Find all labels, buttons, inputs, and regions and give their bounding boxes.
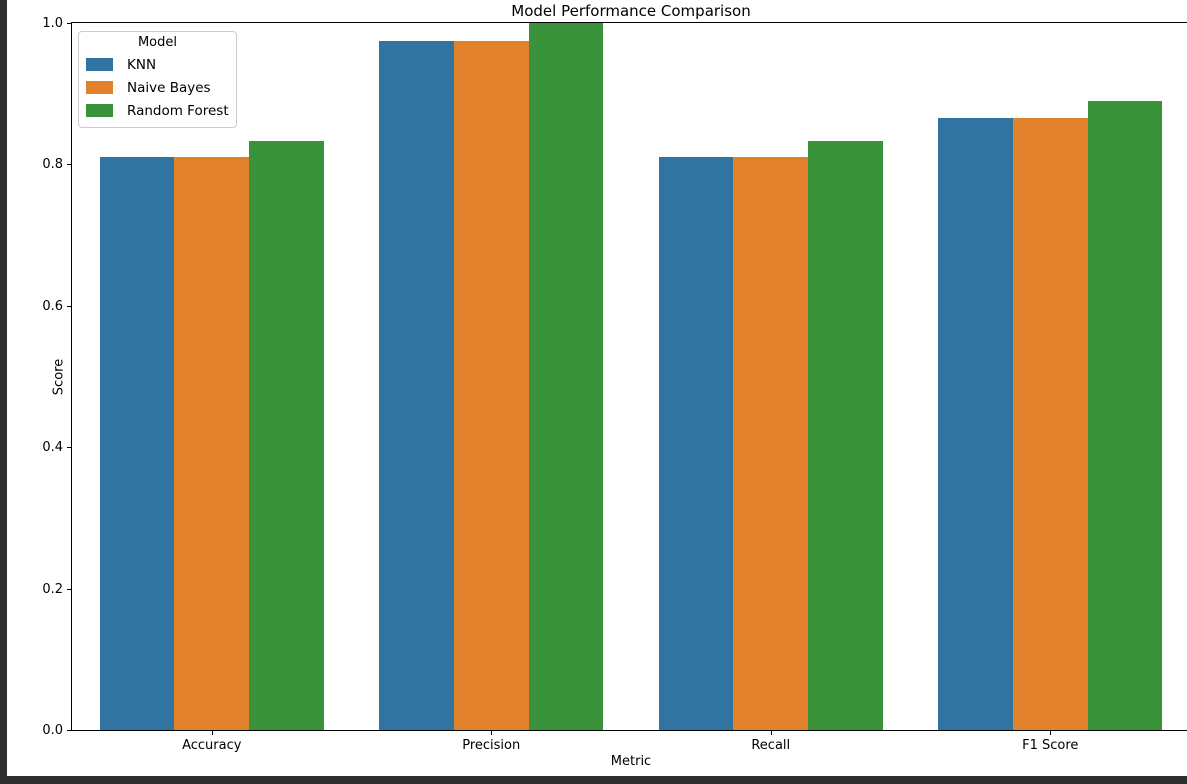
legend-label: KNN xyxy=(127,56,157,73)
y-axis-label: Score xyxy=(51,358,67,396)
bar-knn-recall xyxy=(658,157,734,730)
bar-knn-f1-score xyxy=(938,118,1013,730)
x-tick-mark xyxy=(211,731,213,735)
chart-title: Model Performance Comparison xyxy=(511,2,751,20)
bar-knn-accuracy xyxy=(99,157,175,730)
x-tick-label-f1-score: F1 Score xyxy=(1022,738,1079,753)
legend-entry-knn: KNN xyxy=(79,53,236,76)
legend-label: Naive Bayes xyxy=(127,79,211,96)
bar-naive-bayes-recall xyxy=(733,157,808,730)
x-tick-label-precision: Precision xyxy=(462,738,521,753)
y-tick-label: 1.0 xyxy=(42,16,63,31)
legend-label: Random Forest xyxy=(127,102,229,119)
legend-title: Model xyxy=(137,35,178,50)
y-tick-mark xyxy=(67,305,71,307)
bar-random-forest-precision xyxy=(528,23,604,730)
plot-area: Model KNN Naive Bayes Random Forest xyxy=(71,22,1187,731)
x-axis-label: Metric xyxy=(610,754,652,769)
legend-entry-naive-bayes: Naive Bayes xyxy=(79,76,236,99)
legend-swatch-icon xyxy=(86,58,113,71)
x-tick-label-recall: Recall xyxy=(751,738,791,753)
y-tick-label: 0.4 xyxy=(42,440,63,456)
y-tick-mark xyxy=(67,447,71,449)
x-tick-mark xyxy=(1050,731,1052,735)
bar-random-forest-f1-score xyxy=(1087,100,1163,730)
x-tick-mark xyxy=(770,731,772,735)
x-tick-mark xyxy=(491,731,493,735)
bar-knn-precision xyxy=(379,40,454,730)
y-tick-mark xyxy=(67,164,71,166)
bar-naive-bayes-f1-score xyxy=(1012,118,1088,730)
legend-swatch-icon xyxy=(86,104,113,117)
bar-naive-bayes-precision xyxy=(453,40,529,730)
y-tick-mark xyxy=(67,730,71,731)
y-tick-label: 0.6 xyxy=(42,298,63,314)
y-tick-mark xyxy=(67,23,71,24)
y-tick-label: 0.0 xyxy=(42,723,63,738)
y-tick-label: 0.2 xyxy=(42,581,63,597)
legend-entry-random-forest: Random Forest xyxy=(79,99,236,122)
x-tick-label-accuracy: Accuracy xyxy=(182,738,242,753)
y-tick-mark xyxy=(67,588,71,590)
y-tick-label: 0.8 xyxy=(42,157,63,173)
bar-naive-bayes-accuracy xyxy=(174,157,249,730)
legend: Model KNN Naive Bayes Random Forest xyxy=(78,31,237,128)
figure-canvas: Model Performance Comparison Score Metri… xyxy=(7,0,1187,776)
legend-swatch-icon xyxy=(86,81,113,94)
bar-random-forest-recall xyxy=(808,141,883,730)
bar-random-forest-accuracy xyxy=(249,141,324,730)
